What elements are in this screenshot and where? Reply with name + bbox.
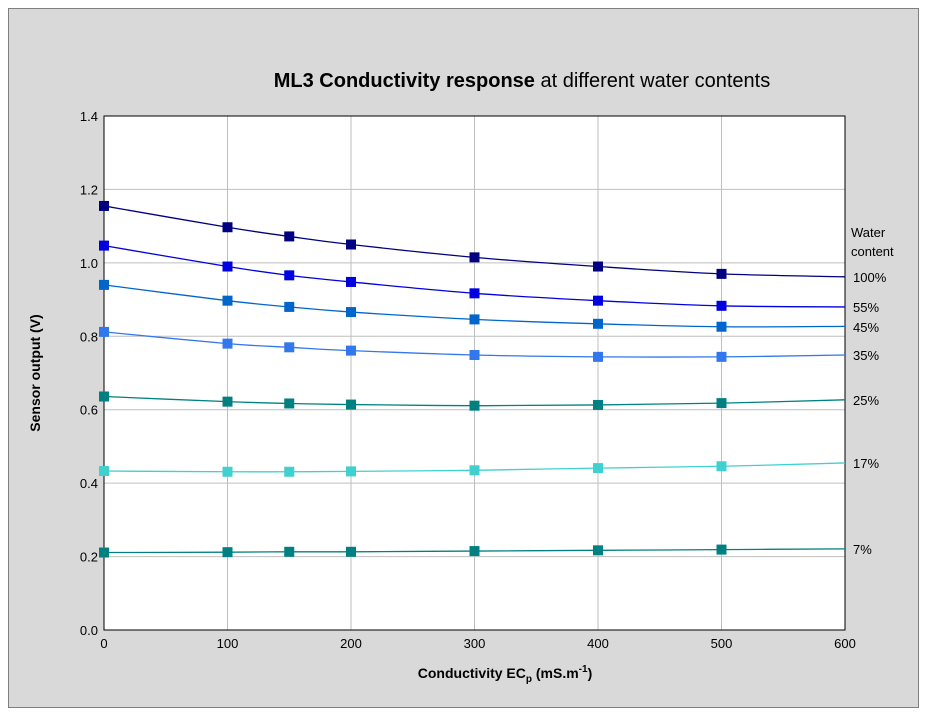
data-point [716, 300, 727, 311]
data-point [346, 276, 356, 287]
data-point [284, 342, 295, 353]
y-axis-title: Sensor output (V) [27, 314, 43, 431]
series-label: 7% [853, 542, 872, 557]
series-labels: 100% 55% 45% 35% 25% 17% 7% [853, 270, 887, 557]
x-axis-title-unit: (mS.m [532, 665, 579, 681]
series-label: 25% [853, 393, 879, 408]
y-tick-label: 1.0 [80, 256, 98, 271]
data-point [716, 351, 727, 362]
x-axis-title-main: Conductivity EC [418, 665, 526, 681]
y-tick-labels: 0.0 0.2 0.4 0.6 0.8 1.0 1.2 1.4 [80, 109, 98, 638]
data-point [284, 270, 295, 281]
data-point [99, 391, 109, 402]
x-tick-label: 500 [711, 636, 733, 651]
data-point [284, 301, 295, 312]
data-point [99, 326, 109, 337]
x-tick-label: 400 [587, 636, 609, 651]
plot-border [103, 115, 846, 631]
y-tick-label: 0.0 [80, 623, 98, 638]
legend-header-line2: content [851, 244, 894, 259]
data-point [716, 461, 727, 472]
data-point [593, 545, 603, 556]
data-point [99, 547, 109, 558]
data-point [346, 399, 356, 410]
data-point [99, 279, 109, 290]
data-point [469, 288, 480, 299]
data-point [593, 295, 603, 306]
y-tick-label: 1.4 [80, 109, 98, 124]
data-point [222, 466, 233, 477]
data-point [593, 261, 603, 272]
x-tick-label: 300 [464, 636, 486, 651]
x-tick-label: 600 [834, 636, 856, 651]
data-point [593, 318, 603, 329]
data-point [284, 466, 295, 477]
data-point [284, 231, 295, 242]
data-point [284, 398, 295, 409]
series-label: 17% [853, 456, 879, 471]
data-point [469, 465, 480, 476]
data-point [222, 222, 233, 233]
x-tick-label: 200 [340, 636, 362, 651]
data-point [469, 350, 480, 361]
data-point [99, 466, 109, 477]
data-point [346, 239, 356, 250]
x-tick-labels: 0 100 200 300 400 500 600 [100, 636, 855, 651]
data-point [716, 398, 727, 409]
y-tick-label: 1.2 [80, 182, 98, 197]
data-point [469, 314, 480, 325]
x-axis-title-superscript: -1 [579, 664, 588, 675]
data-point [593, 351, 603, 362]
chart-title: ML3 Conductivity response at different w… [274, 70, 770, 92]
data-point [716, 321, 727, 332]
x-tick-label: 100 [217, 636, 239, 651]
chart-title-bold: ML3 Conductivity response [274, 70, 535, 92]
data-point [99, 200, 109, 211]
series-label: 55% [853, 300, 879, 315]
data-point [284, 546, 295, 557]
series-layer [99, 200, 846, 558]
data-point [593, 399, 603, 410]
data-point [346, 546, 356, 557]
x-axis-title-close: ) [588, 665, 593, 681]
data-point [346, 466, 356, 477]
y-tick-label: 0.2 [80, 550, 98, 565]
data-point [346, 307, 356, 318]
series-label: 100% [853, 270, 887, 285]
x-axis-title-subscript: p [526, 674, 532, 685]
data-point [222, 295, 233, 306]
data-point [222, 396, 233, 407]
legend-header-line1: Water [851, 225, 886, 240]
data-point [346, 345, 356, 356]
data-point [469, 400, 480, 411]
data-point [99, 240, 109, 251]
data-point [469, 252, 480, 263]
data-point [222, 261, 233, 272]
x-axis-title: Conductivity ECp (mS.m-1) [418, 664, 593, 685]
data-point [716, 544, 727, 555]
chart-title-rest: at different water contents [535, 70, 770, 92]
data-point [222, 338, 233, 349]
y-tick-label: 0.4 [80, 476, 98, 491]
series-label: 45% [853, 320, 879, 335]
data-point [469, 546, 480, 557]
y-tick-label: 0.8 [80, 329, 98, 344]
data-point [593, 463, 603, 474]
x-tick-label: 0 [100, 636, 107, 651]
y-tick-label: 0.6 [80, 403, 98, 418]
data-point [716, 268, 727, 279]
data-point [222, 547, 233, 558]
series-label: 35% [853, 348, 879, 363]
